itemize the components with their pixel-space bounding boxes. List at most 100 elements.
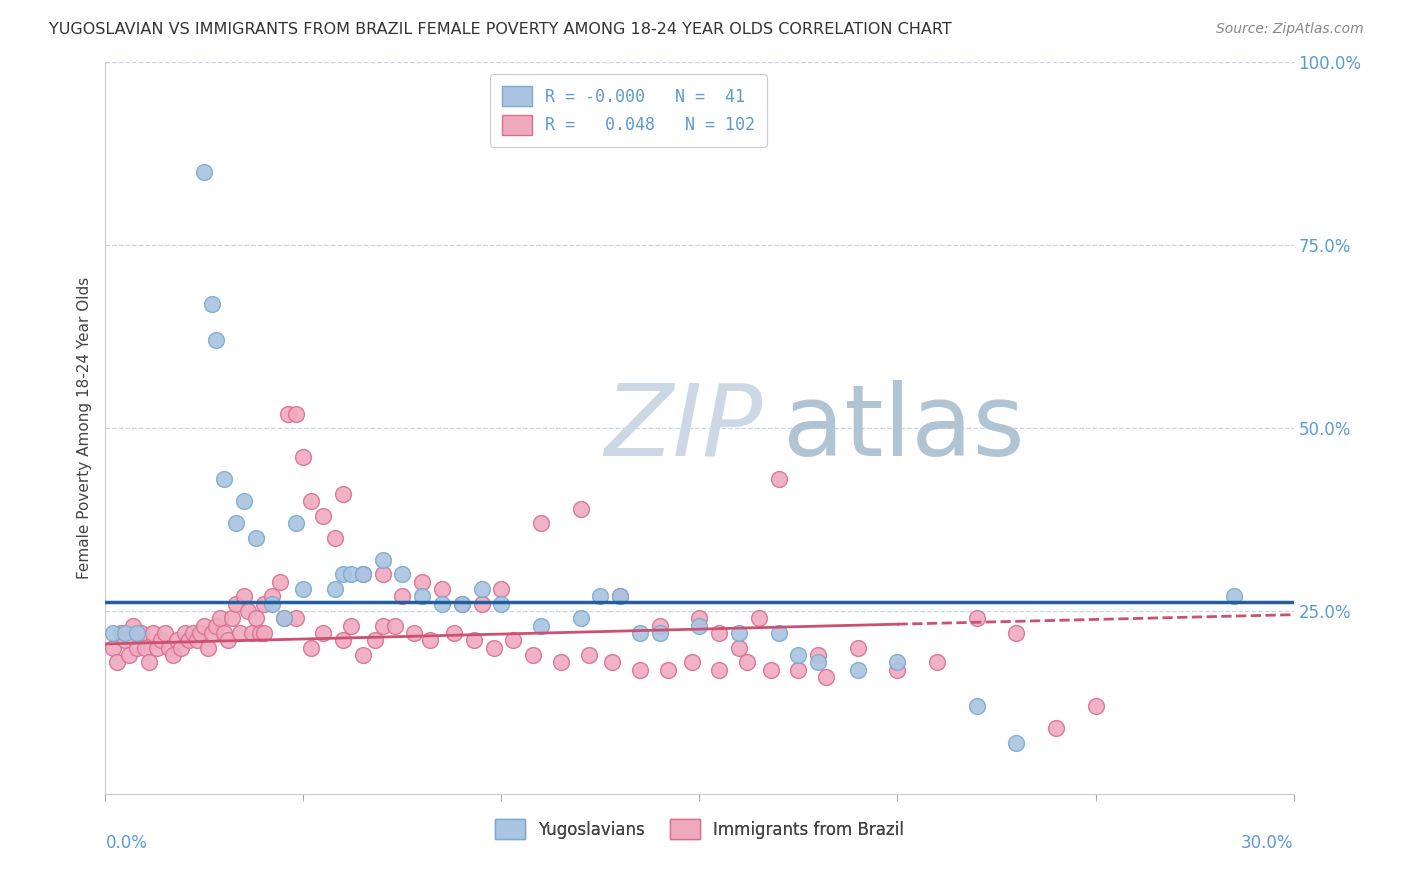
Point [728, 640, 751, 655]
Point [340, 618, 363, 632]
Point [292, 450, 315, 465]
Point [157, 640, 180, 655]
Point [170, 640, 193, 655]
Point [323, 582, 346, 596]
Point [748, 611, 770, 625]
Point [173, 626, 195, 640]
Point [193, 618, 215, 632]
Point [177, 633, 200, 648]
Point [299, 494, 322, 508]
Point [205, 618, 228, 632]
Point [166, 633, 188, 648]
Point [146, 640, 169, 655]
Point [846, 663, 869, 677]
Point [815, 670, 838, 684]
Point [1045, 721, 1067, 735]
Point [205, 334, 228, 348]
Point [273, 611, 295, 625]
Point [236, 604, 259, 618]
Point [384, 618, 406, 632]
Point [569, 501, 592, 516]
Point [411, 574, 433, 589]
Point [709, 663, 731, 677]
Point [233, 590, 256, 604]
Point [471, 582, 494, 596]
Text: atlas: atlas [783, 380, 1025, 476]
Point [197, 640, 219, 655]
Point [411, 590, 433, 604]
Point [807, 655, 830, 669]
Point [190, 626, 212, 640]
Point [364, 633, 387, 648]
Point [471, 597, 494, 611]
Point [491, 582, 513, 596]
Point [391, 590, 413, 604]
Point [648, 626, 671, 640]
Point [284, 516, 307, 531]
Point [550, 655, 572, 669]
Point [578, 648, 600, 662]
Point [463, 633, 485, 648]
Point [122, 618, 145, 632]
Point [352, 648, 374, 662]
Point [240, 626, 263, 640]
Point [728, 626, 751, 640]
Point [273, 611, 295, 625]
Point [846, 640, 869, 655]
Point [103, 626, 125, 640]
Point [482, 640, 505, 655]
Point [787, 663, 810, 677]
Point [260, 597, 283, 611]
Point [681, 655, 703, 669]
Point [103, 640, 125, 655]
Point [127, 640, 149, 655]
Point [114, 626, 136, 640]
Point [312, 508, 335, 523]
Point [114, 633, 136, 648]
Point [689, 611, 711, 625]
Point [249, 626, 271, 640]
Point [886, 655, 908, 669]
Point [430, 582, 453, 596]
Point [138, 655, 160, 669]
Point [450, 597, 472, 611]
Point [217, 633, 239, 648]
Point [209, 611, 232, 625]
Point [371, 553, 394, 567]
Point [233, 494, 256, 508]
Point [689, 618, 711, 632]
Point [628, 626, 651, 640]
Point [648, 618, 671, 632]
Point [443, 626, 465, 640]
Point [201, 626, 224, 640]
Point [299, 640, 322, 655]
Point [602, 655, 624, 669]
Point [225, 516, 247, 531]
Point [569, 611, 592, 625]
Text: ZIP: ZIP [605, 380, 762, 476]
Point [1223, 590, 1246, 604]
Point [404, 626, 426, 640]
Point [277, 407, 299, 421]
Point [530, 516, 553, 531]
Point [966, 699, 988, 714]
Text: 0.0%: 0.0% [105, 834, 148, 852]
Point [284, 611, 307, 625]
Point [214, 472, 236, 486]
Point [491, 597, 513, 611]
Point [1005, 626, 1028, 640]
Point [530, 618, 553, 632]
Point [186, 633, 208, 648]
Point [352, 567, 374, 582]
Point [269, 574, 291, 589]
Point [628, 663, 651, 677]
Point [768, 472, 790, 486]
Point [886, 663, 908, 677]
Point [105, 655, 128, 669]
Point [229, 626, 252, 640]
Point [245, 531, 267, 545]
Point [284, 407, 307, 421]
Point [142, 626, 165, 640]
Point [253, 626, 276, 640]
Point [149, 633, 172, 648]
